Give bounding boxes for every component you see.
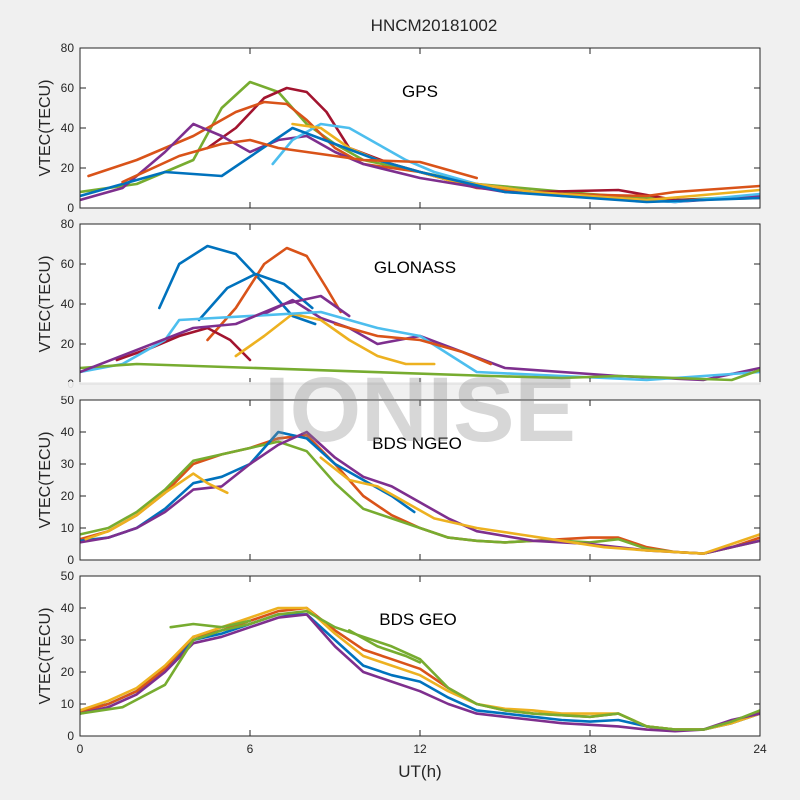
- y-tick-label: 50: [61, 569, 75, 583]
- series-line: [347, 629, 422, 664]
- x-tick-label: 24: [753, 742, 767, 756]
- axes-background: [80, 224, 760, 384]
- axes-background: [80, 400, 760, 560]
- y-tick-label: 40: [61, 601, 75, 615]
- series-line: [80, 613, 760, 733]
- x-tick-label: 6: [247, 742, 254, 756]
- series-line: [87, 100, 760, 198]
- y-tick-label: 20: [61, 337, 75, 351]
- series-line: [234, 312, 436, 366]
- panel-gps: 0 20 40 60 80 VTEC(TECU) GPS: [37, 41, 761, 215]
- series-line: [80, 609, 760, 731]
- axes-background: [80, 48, 760, 208]
- series-line: [169, 619, 252, 629]
- y-tick-label: 40: [61, 425, 75, 439]
- panel-label: GLONASS: [374, 258, 456, 277]
- x-axis-label: UT(h): [398, 762, 441, 781]
- x-tick-label: 18: [583, 742, 597, 756]
- series-line: [80, 126, 760, 204]
- y-tick-label: 10: [61, 521, 75, 535]
- x-tick-label: 12: [413, 742, 427, 756]
- y-tick-label: 50: [61, 393, 75, 407]
- y-tick-label: 10: [61, 697, 75, 711]
- y-tick-label: 40: [61, 121, 75, 135]
- series-line: [80, 440, 760, 555]
- watermark-band: [0, 382, 800, 396]
- series-line: [80, 294, 351, 374]
- y-axis-label: VTEC(TECU): [37, 608, 54, 705]
- y-tick-label: 20: [61, 489, 75, 503]
- series-line: [158, 244, 317, 326]
- series-line: [197, 272, 314, 322]
- series-line: [206, 246, 342, 342]
- panel-label: BDS GEO: [379, 610, 456, 629]
- panel-bds-ngeo: 0 10 20 30 40 50 VTEC(TECU) BDS NGEO: [37, 393, 761, 567]
- y-tick-label: 80: [61, 217, 75, 231]
- series-line: [84, 472, 229, 541]
- y-tick-label: 40: [61, 297, 75, 311]
- x-tick-label: 0: [77, 742, 84, 756]
- y-axis-label: VTEC(TECU): [37, 256, 54, 353]
- y-tick-label: 0: [67, 553, 74, 567]
- y-tick-label: 60: [61, 81, 75, 95]
- y-tick-label: 30: [61, 633, 75, 647]
- y-tick-label: 80: [61, 41, 75, 55]
- y-tick-label: 0: [67, 729, 74, 743]
- panel-bds-geo: 0 10 20 30 40 50 0 6 12 18 24 VTEC(TECU) BDS GEO: [37, 569, 767, 756]
- series-line: [80, 362, 760, 382]
- y-tick-label: 60: [61, 257, 75, 271]
- panel-label: GPS: [402, 82, 438, 101]
- series-line: [319, 456, 760, 555]
- y-tick-label: 30: [61, 457, 75, 471]
- y-axis-label: VTEC(TECU): [37, 80, 54, 177]
- series-line: [333, 322, 493, 366]
- y-axis-label: VTEC(TECU): [37, 432, 54, 529]
- y-tick-label: 0: [67, 201, 74, 215]
- watermark: IONISE: [264, 359, 576, 461]
- panel-label: BDS NGEO: [372, 434, 462, 453]
- figure-title: HNCM20181002: [371, 16, 498, 35]
- series-group: [80, 606, 760, 733]
- series-line: [121, 138, 478, 184]
- panels: 020406080VTEC(TECU)GPS020406080VTEC(TECU…: [0, 41, 800, 756]
- y-tick-label: 20: [61, 161, 75, 175]
- series-group: [80, 80, 760, 204]
- axes-background: [80, 576, 760, 736]
- y-tick-label: 20: [61, 665, 75, 679]
- series-group: [80, 430, 760, 555]
- series-group: [80, 244, 760, 382]
